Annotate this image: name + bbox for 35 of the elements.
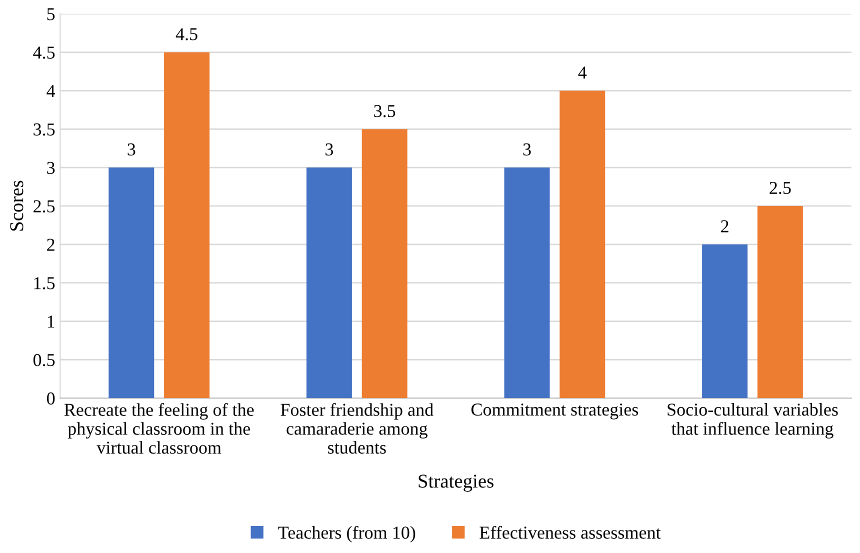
data-label: 3 [128, 143, 136, 156]
y-tick-label: 3 [47, 162, 55, 174]
y-tick-label: 0 [47, 392, 55, 405]
x-tick-label: Recreate the feeling of the physical classroom in the virtual classroom [64, 403, 254, 454]
data-label: 3 [326, 143, 334, 156]
bar [164, 52, 210, 398]
y-tick-label: 1.5 [34, 277, 55, 290]
y-tick-label: 0.5 [33, 354, 55, 366]
bar [306, 168, 352, 398]
y-tick-label: 3.5 [34, 123, 55, 136]
data-label: 3.5 [374, 104, 396, 118]
y-tick-label: 2 [47, 238, 54, 251]
bar [504, 168, 550, 398]
bar [702, 244, 748, 398]
y-tick-label: 4 [46, 85, 56, 97]
x-tick-label: Commitment strategies [471, 404, 638, 420]
data-label: 2 [721, 220, 728, 232]
data-label: 2.5 [770, 182, 791, 194]
bar [108, 168, 154, 398]
x-tick-label: Socio-cultural variables that influence learning [668, 403, 838, 439]
y-axis-title: Scores [10, 180, 24, 231]
x-tick-label: Foster friendship and camaraderie among students [280, 403, 434, 454]
legend-label: Teachers (from 10) [278, 526, 416, 542]
y-tick-label: 2.5 [34, 200, 55, 213]
data-label: 4.5 [176, 28, 198, 40]
x-axis-title: Strategies [418, 474, 494, 492]
y-tick-label: 4.5 [33, 46, 55, 59]
legend-label: Effectiveness assessment [480, 526, 661, 539]
y-tick-label: 1 [48, 316, 54, 328]
data-label: 4 [578, 66, 587, 79]
data-label: 3 [523, 143, 531, 156]
bar [560, 90, 606, 398]
bar [757, 206, 803, 398]
bar [362, 129, 408, 398]
y-tick-label: 5 [47, 8, 55, 20]
